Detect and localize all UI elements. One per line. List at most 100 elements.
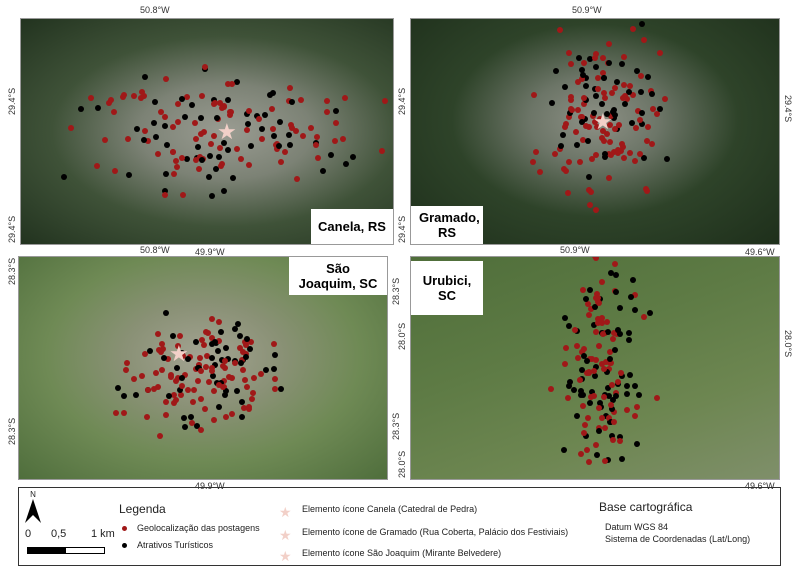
- post-point: [629, 92, 636, 99]
- post-point: [241, 405, 248, 411]
- post-point: [643, 187, 650, 194]
- legend-posts: Geolocalização das postagens: [137, 523, 260, 533]
- attraction-point: [152, 133, 159, 140]
- post-point: [124, 360, 131, 367]
- post-point: [242, 341, 249, 348]
- post-point: [163, 399, 170, 406]
- post-point: [598, 278, 605, 285]
- attraction-point: [597, 400, 604, 407]
- attraction-point: [275, 143, 282, 150]
- map-sao-joaquim[interactable]: ★ São Joaquim, SC: [18, 256, 388, 480]
- north-arrow-icon: N: [25, 490, 41, 525]
- post-point: [271, 376, 278, 383]
- attraction-point: [319, 167, 326, 174]
- attraction-point: [613, 272, 620, 279]
- post-point: [195, 166, 202, 173]
- attraction-point: [583, 295, 590, 302]
- post-point: [595, 315, 601, 322]
- post-point: [268, 106, 275, 113]
- post-point: [179, 383, 186, 390]
- post-point: [120, 409, 127, 416]
- post-point: [144, 414, 151, 421]
- attraction-point: [606, 356, 613, 363]
- attraction-point: [616, 331, 623, 338]
- attraction-point: [236, 333, 243, 340]
- post-point: [192, 136, 199, 143]
- post-point: [271, 386, 278, 393]
- attraction-point: [270, 365, 277, 372]
- attraction-point: [238, 413, 245, 420]
- post-point: [578, 349, 585, 356]
- scale-0: 0: [25, 528, 32, 540]
- scale-bar: [27, 547, 105, 554]
- attraction-point: [261, 111, 268, 118]
- post-point: [175, 342, 182, 349]
- post-point: [237, 155, 244, 162]
- attraction-point: [184, 355, 191, 362]
- map-gramado[interactable]: ★ Gramado, RS: [410, 18, 780, 245]
- attraction-point: [161, 123, 168, 130]
- post-point: [155, 346, 162, 353]
- post-point: [633, 404, 640, 411]
- post-point: [568, 97, 575, 104]
- attraction-point: [614, 78, 621, 85]
- post-point: [580, 94, 587, 101]
- post-point: [250, 389, 257, 396]
- map-urubici[interactable]: Urubici, SC: [410, 256, 780, 480]
- attraction-point: [221, 140, 228, 147]
- attraction-point: [624, 382, 631, 389]
- post-point: [595, 405, 602, 412]
- attraction-point: [146, 348, 153, 355]
- post-point: [637, 73, 644, 80]
- post-point: [562, 345, 569, 352]
- lon-label: 49.9°W: [195, 247, 225, 257]
- attraction-point: [608, 269, 615, 276]
- attraction-point: [604, 111, 611, 118]
- legend-icon-canela: Elemento ícone Canela (Catedral de Pedra…: [302, 504, 478, 514]
- post-point: [162, 412, 169, 419]
- attraction-point: [627, 372, 634, 379]
- map-canela[interactable]: ★ Canela, RS: [20, 18, 394, 245]
- post-point: [568, 60, 575, 67]
- post-point: [155, 331, 162, 338]
- post-point: [530, 92, 537, 99]
- post-point: [179, 154, 186, 161]
- post-point: [636, 151, 643, 158]
- post-point: [220, 104, 227, 111]
- scale-05: 0,5: [51, 528, 67, 540]
- attraction-point: [614, 326, 621, 333]
- map-label: Gramado, RS: [411, 206, 483, 244]
- attraction-point: [562, 84, 569, 91]
- post-point: [206, 378, 213, 385]
- post-point: [588, 155, 595, 162]
- post-point: [596, 299, 603, 306]
- post-point: [157, 432, 164, 439]
- attraction-point: [596, 427, 603, 434]
- post-point: [577, 114, 584, 121]
- attraction-point: [611, 111, 618, 118]
- datum: Datum WGS 84: [605, 522, 669, 532]
- post-point: [313, 141, 320, 148]
- attraction-point: [590, 322, 597, 329]
- lat-label: 29.4°S: [397, 215, 407, 243]
- post-point: [217, 100, 224, 107]
- post-point: [297, 96, 304, 103]
- post-point: [586, 459, 593, 466]
- lat-label: 28.0°S: [783, 330, 793, 358]
- post-point: [612, 85, 619, 92]
- post-point: [591, 257, 598, 259]
- attraction-point: [578, 118, 585, 125]
- post-point: [632, 412, 639, 419]
- lat-label: 28.0°S: [397, 322, 407, 350]
- crs: Sistema de Coordenadas (Lat/Long): [605, 534, 751, 544]
- post-point: [209, 315, 216, 322]
- post-point: [201, 405, 208, 412]
- post-point: [108, 97, 115, 104]
- attraction-point: [599, 100, 606, 107]
- post-point: [592, 118, 599, 125]
- attraction-point: [591, 372, 598, 379]
- post-point: [618, 369, 625, 376]
- attraction-point: [182, 113, 189, 120]
- post-point: [632, 158, 639, 165]
- post-point: [661, 96, 668, 103]
